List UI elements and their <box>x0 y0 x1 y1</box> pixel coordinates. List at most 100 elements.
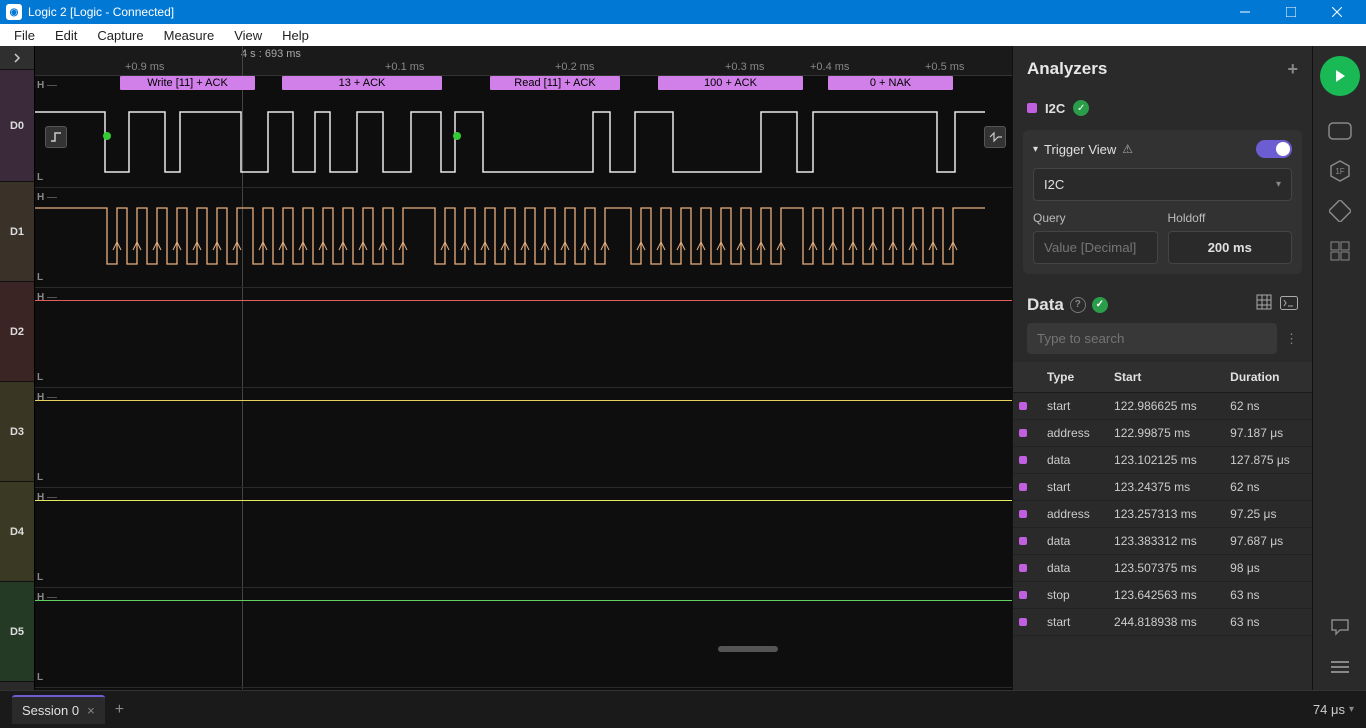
table-row[interactable]: start122.986625 ms62 ns <box>1013 393 1312 420</box>
column-header[interactable]: Duration <box>1224 362 1312 393</box>
play-button[interactable] <box>1320 56 1360 96</box>
channel-d4[interactable]: H —L <box>35 488 1012 588</box>
trigger-toggle[interactable] <box>1256 140 1292 158</box>
table-row[interactable]: stop123.642563 ms63 ns <box>1013 582 1312 609</box>
minimize-button[interactable] <box>1222 0 1268 24</box>
time-tick: +0.5 ms <box>925 61 964 73</box>
table-row[interactable]: data123.383312 ms97.687 μs <box>1013 528 1312 555</box>
window-title: Logic 2 [Logic - Connected] <box>28 5 174 19</box>
channel-strip-d2[interactable]: D2 <box>0 282 34 382</box>
time-tick: +0.4 ms <box>810 61 849 73</box>
more-options-icon[interactable]: ⋮ <box>1285 331 1298 347</box>
time-tick: +0.1 ms <box>385 61 424 73</box>
channel-d1[interactable]: H —L <box>35 188 1012 288</box>
warning-icon: ⚠ <box>1122 142 1133 156</box>
table-row[interactable]: data123.507375 ms98 μs <box>1013 555 1312 582</box>
left-gutter: D0D1D2D3D4D5 <box>0 46 35 690</box>
horizontal-scrollbar[interactable] <box>718 646 778 652</box>
menu-bar: FileEditCaptureMeasureViewHelp <box>0 24 1366 46</box>
chevron-down-icon: ▾ <box>1276 179 1281 190</box>
protocol-label[interactable]: 0 + NAK <box>828 76 953 90</box>
low-label: L <box>37 672 43 683</box>
chevron-down-icon[interactable]: ▾ <box>1349 704 1354 715</box>
trigger-edge-button[interactable] <box>45 126 67 148</box>
check-icon: ✓ <box>1073 100 1089 116</box>
menu-help[interactable]: Help <box>272 28 319 43</box>
low-label: L <box>37 372 43 383</box>
protocol-label[interactable]: Write [11] + ACK <box>120 76 255 90</box>
expand-sidebar-button[interactable] <box>0 46 34 70</box>
device-icon[interactable] <box>1323 114 1357 148</box>
channel-strip-d5[interactable]: D5 <box>0 582 34 682</box>
table-row[interactable]: start123.24375 ms62 ns <box>1013 474 1312 501</box>
add-analyzer-button[interactable]: + <box>1287 59 1298 80</box>
data-title: Data <box>1027 295 1064 315</box>
menu-icon[interactable] <box>1323 650 1357 684</box>
time-ruler[interactable]: 4 s : 693 ms +0.9 ms+0.1 ms+0.2 ms+0.3 m… <box>35 46 1012 76</box>
close-button[interactable] <box>1314 0 1360 24</box>
analyzers-panel: Analyzers + I2C ✓ ▾ Trigger View ⚠ I2C ▾ <box>1012 46 1312 690</box>
channel-d0[interactable]: H —LWrite [11] + ACK13 + ACKRead [11] + … <box>35 76 1012 188</box>
protocol-label[interactable]: 13 + ACK <box>282 76 442 90</box>
menu-measure[interactable]: Measure <box>154 28 225 43</box>
flat-signal <box>35 400 1012 401</box>
channel-d3[interactable]: H —L <box>35 388 1012 488</box>
column-header[interactable]: Type <box>1041 362 1108 393</box>
hex-1f-icon[interactable]: 1F <box>1323 154 1357 188</box>
high-label: H — <box>37 80 57 91</box>
table-row[interactable]: address122.99875 ms97.187 μs <box>1013 420 1312 447</box>
terminal-view-icon[interactable] <box>1280 295 1298 315</box>
trigger-marker[interactable] <box>453 132 461 140</box>
waveform-area[interactable]: 4 s : 693 ms +0.9 ms+0.1 ms+0.2 ms+0.3 m… <box>35 46 1012 690</box>
glitch-button[interactable] <box>984 126 1006 148</box>
data-search-input[interactable] <box>1027 323 1277 354</box>
feedback-icon[interactable] <box>1323 610 1357 644</box>
protocol-label[interactable]: Read [11] + ACK <box>490 76 620 90</box>
menu-capture[interactable]: Capture <box>87 28 153 43</box>
flat-signal <box>35 500 1012 501</box>
table-row[interactable]: address123.257313 ms97.25 μs <box>1013 501 1312 528</box>
time-cursor-label: 4 s : 693 ms <box>241 48 301 60</box>
session-tab[interactable]: Session 0 × <box>12 695 105 724</box>
trigger-marker[interactable] <box>103 132 111 140</box>
close-tab-icon[interactable]: × <box>87 703 95 718</box>
channel-strip-d4[interactable]: D4 <box>0 482 34 582</box>
menu-file[interactable]: File <box>4 28 45 43</box>
menu-view[interactable]: View <box>224 28 272 43</box>
session-label: Session 0 <box>22 703 79 718</box>
svg-text:1F: 1F <box>1335 167 1344 176</box>
channel-strip-d1[interactable]: D1 <box>0 182 34 282</box>
holdoff-label: Holdoff <box>1168 211 1293 225</box>
channel-strip-d3[interactable]: D3 <box>0 382 34 482</box>
high-label: H — <box>37 292 57 303</box>
column-header[interactable]: Start <box>1108 362 1224 393</box>
flat-signal <box>35 300 1012 301</box>
holdoff-value[interactable]: 200 ms <box>1168 231 1293 264</box>
low-label: L <box>37 572 43 583</box>
analyzer-color-swatch <box>1027 103 1037 113</box>
protocol-label[interactable]: 100 + ACK <box>658 76 803 90</box>
table-view-icon[interactable] <box>1256 294 1272 315</box>
app-icon: ◉ <box>6 4 22 20</box>
help-icon[interactable]: ? <box>1070 297 1086 313</box>
time-tick: +0.9 ms <box>125 61 164 73</box>
data-table[interactable]: TypeStartDuration start122.986625 ms62 n… <box>1013 362 1312 690</box>
table-row[interactable]: data123.102125 ms127.875 μs <box>1013 447 1312 474</box>
table-row[interactable]: start244.818938 ms63 ns <box>1013 609 1312 636</box>
trigger-analyzer-select[interactable]: I2C ▾ <box>1033 168 1292 201</box>
extensions-icon[interactable] <box>1323 234 1357 268</box>
timebase-label: 74 μs <box>1313 702 1345 717</box>
channel-strip-d0[interactable]: D0 <box>0 70 34 182</box>
query-input[interactable] <box>1033 231 1158 264</box>
maximize-button[interactable] <box>1268 0 1314 24</box>
add-session-button[interactable]: + <box>115 701 124 719</box>
analyzer-item[interactable]: I2C ✓ <box>1013 92 1312 124</box>
channel-d5[interactable]: H —L <box>35 588 1012 688</box>
menu-edit[interactable]: Edit <box>45 28 87 43</box>
trigger-view-header[interactable]: ▾ Trigger View ⚠ <box>1033 140 1292 158</box>
channel-d2[interactable]: H — L <box>35 288 1012 388</box>
measure-icon[interactable] <box>1323 194 1357 228</box>
trigger-view-title: Trigger View <box>1044 142 1116 157</box>
time-tick: +0.2 ms <box>555 61 594 73</box>
query-label: Query <box>1033 211 1158 225</box>
